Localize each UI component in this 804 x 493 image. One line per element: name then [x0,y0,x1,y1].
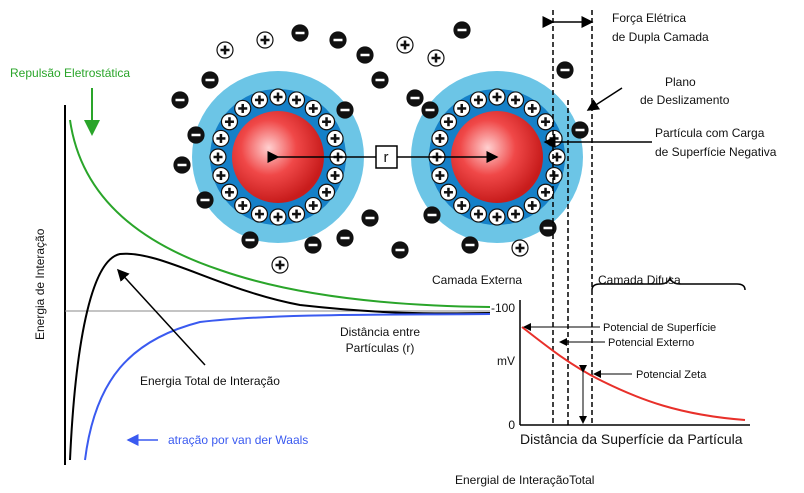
repulsion-label: Repulsão Eletrostática [10,66,130,80]
slip-plane-label: de Deslizamento [640,93,730,107]
tick-label: 0 [508,418,515,432]
r-label: r [384,149,389,166]
diffuse-layer-label: Camada Difusa [598,273,681,287]
attraction-label: atração por van der Waals [168,433,308,447]
slip-plane-label: Plano [665,75,696,89]
particles: r [172,22,588,273]
particle-label: Partícula com Carga [655,126,765,140]
distance-label: Partículas (r) [346,341,415,355]
zeta-potential-label: Potencial Zeta [636,369,707,381]
surface-potential-label: Potencial de Superfície [603,322,716,334]
double-layer-label: Força Elétrica [612,11,686,25]
outer-layer-label: Camada Externa [432,273,522,287]
diagram: r Repulsão Eletrostática Energia de Inte… [0,0,804,488]
total-label: Energia Total de Interação [140,374,280,388]
particle-label: de Superfície Negativa [655,145,777,159]
x-axis-label: Distância da Superfície da Partícula [520,431,743,447]
tick-label: -100 [491,301,515,315]
y-axis-label: Energia de Interação [33,228,47,340]
double-layer-label: de Dupla Camada [612,30,709,44]
unit-label: mV [497,354,515,368]
caption: Energial de InteraçãoTotal [455,473,594,487]
external-potential-label: Potencial Externo [608,337,694,349]
distance-label: Distância entre [340,325,420,339]
